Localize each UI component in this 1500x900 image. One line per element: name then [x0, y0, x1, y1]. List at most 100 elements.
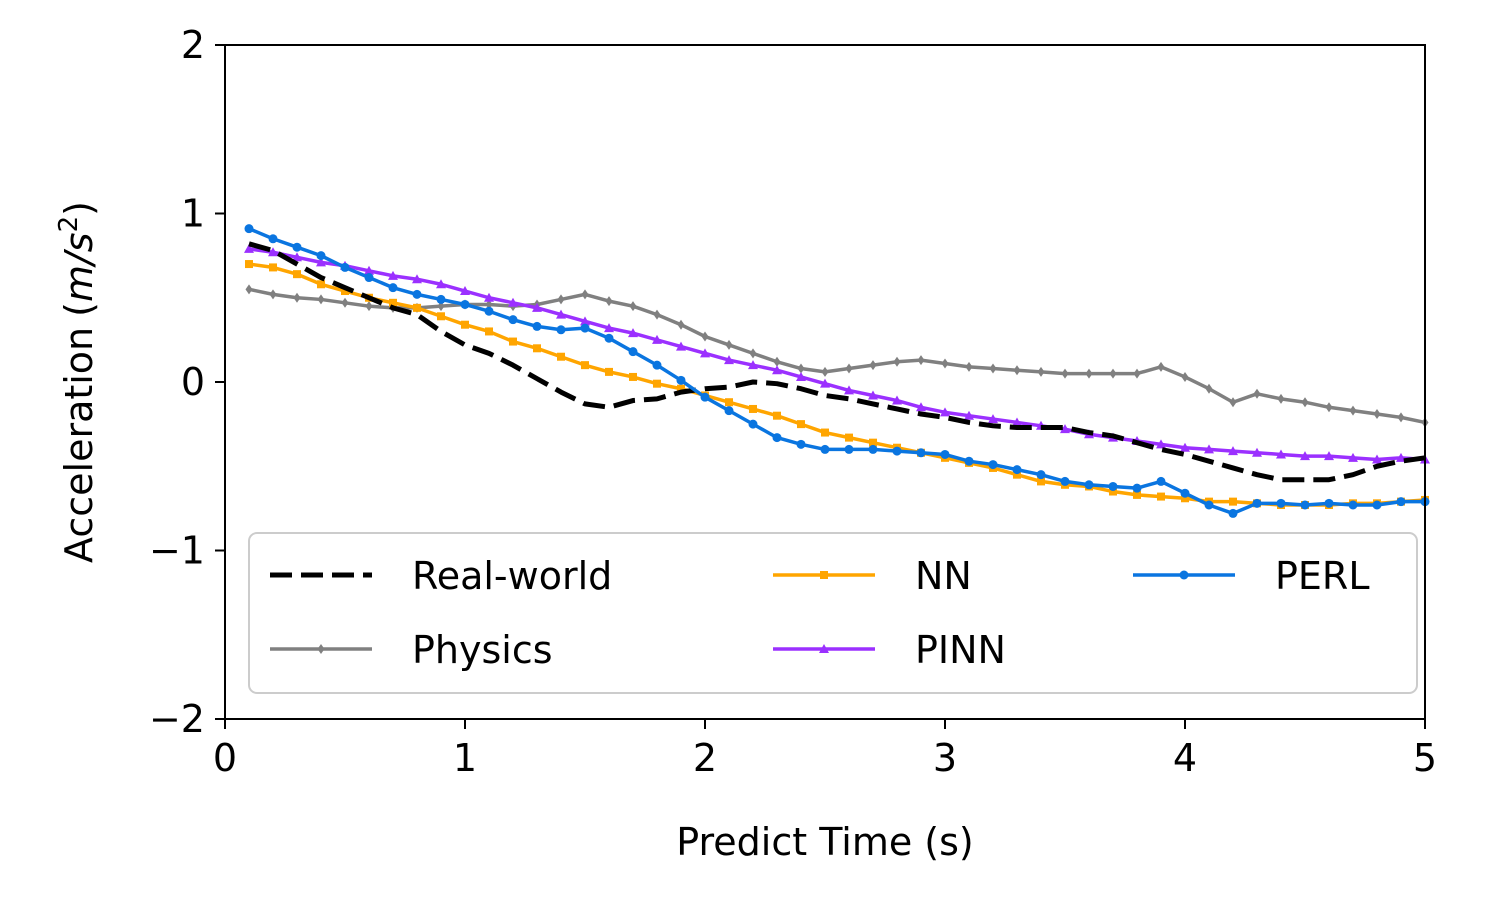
- data-point: [1349, 405, 1357, 416]
- data-point: [821, 366, 829, 377]
- data-point: [268, 234, 278, 244]
- data-point: [1013, 365, 1021, 376]
- data-point: [460, 299, 470, 309]
- data-point: [1228, 508, 1238, 518]
- data-point: [1276, 498, 1286, 508]
- data-point: [916, 402, 926, 412]
- data-point: [1324, 498, 1334, 508]
- data-point: [821, 428, 829, 437]
- data-point: [581, 361, 589, 370]
- data-point: [940, 407, 950, 417]
- data-point: [629, 372, 637, 381]
- data-point: [1373, 409, 1381, 420]
- data-point: [269, 263, 277, 272]
- data-point: [773, 411, 781, 420]
- data-point: [460, 286, 470, 296]
- data-point: [893, 356, 901, 367]
- legend-box: [248, 532, 1418, 694]
- data-point: [604, 333, 614, 343]
- data-point: [1372, 500, 1382, 510]
- data-point: [1157, 492, 1165, 501]
- data-point: [437, 301, 445, 312]
- data-point: [437, 312, 445, 321]
- data-point: [868, 444, 878, 454]
- data-point: [1037, 366, 1045, 377]
- data-point: [1397, 412, 1405, 423]
- legend-marker: [820, 571, 828, 579]
- data-point: [989, 363, 997, 374]
- data-point: [245, 260, 253, 269]
- data-point: [557, 294, 565, 305]
- data-point: [484, 306, 494, 316]
- data-point: [341, 287, 349, 296]
- data-point: [748, 419, 758, 429]
- data-point: [724, 406, 734, 416]
- data-point: [317, 294, 325, 305]
- data-point: [1252, 447, 1262, 457]
- data-point: [1277, 393, 1285, 404]
- series-line: [248, 247, 1426, 462]
- data-point: [916, 448, 926, 458]
- data-point: [1060, 476, 1070, 486]
- data-point: [892, 395, 902, 405]
- data-point: [653, 379, 661, 388]
- data-point: [508, 315, 518, 325]
- data-point: [1181, 494, 1189, 503]
- data-point: [412, 289, 422, 299]
- data-point: [269, 289, 277, 300]
- data-point: [556, 325, 566, 335]
- data-point: [1180, 442, 1190, 452]
- data-point: [1013, 470, 1021, 479]
- data-point: [1276, 449, 1286, 459]
- data-point: [1229, 497, 1237, 506]
- legend-item-physics: Physics: [270, 628, 553, 672]
- data-point: [676, 375, 686, 385]
- data-point: [749, 404, 757, 413]
- data-point: [892, 446, 902, 456]
- data-point: [628, 347, 638, 357]
- data-point: [532, 302, 542, 312]
- data-point: [677, 384, 685, 393]
- data-point: [389, 298, 397, 307]
- data-point: [1252, 498, 1262, 508]
- y-axis-unit-var: m/s: [57, 232, 101, 302]
- data-point: [988, 414, 998, 424]
- y-tick-label: −2: [149, 697, 205, 741]
- series-line: [248, 287, 1426, 425]
- y-tick-label: 1: [181, 192, 205, 236]
- legend-label: Physics: [412, 628, 553, 672]
- x-tick-label: 1: [453, 736, 477, 780]
- legend-marker: [317, 644, 325, 654]
- data-point: [413, 303, 421, 312]
- data-point: [1204, 500, 1214, 510]
- data-point: [1324, 451, 1334, 461]
- data-point: [412, 274, 422, 284]
- data-point: [388, 270, 398, 280]
- data-point: [509, 337, 517, 346]
- y-tick-label: 2: [181, 23, 205, 67]
- data-point: [1012, 417, 1022, 427]
- y-axis-unit-sup: 2: [54, 216, 84, 233]
- data-point: [676, 341, 686, 351]
- data-point: [556, 309, 566, 319]
- data-point: [1205, 383, 1213, 394]
- y-axis-unit-prefix: (: [57, 302, 101, 317]
- series-layer: [244, 224, 1430, 518]
- series-perl: [244, 224, 1430, 518]
- data-point: [581, 289, 589, 300]
- x-tick-label: 5: [1413, 736, 1437, 780]
- data-point: [364, 265, 374, 275]
- x-tick-label: 3: [933, 736, 957, 780]
- data-point: [1085, 368, 1093, 379]
- data-point: [940, 449, 950, 459]
- legend-marker: [1179, 570, 1189, 580]
- data-point: [485, 299, 493, 310]
- x-tick-label: 2: [693, 736, 717, 780]
- data-point: [388, 283, 398, 293]
- data-point: [340, 262, 350, 272]
- data-point: [701, 331, 709, 342]
- data-point: [1012, 465, 1022, 475]
- data-point: [1348, 452, 1358, 462]
- data-point: [797, 420, 805, 429]
- data-point: [557, 352, 565, 361]
